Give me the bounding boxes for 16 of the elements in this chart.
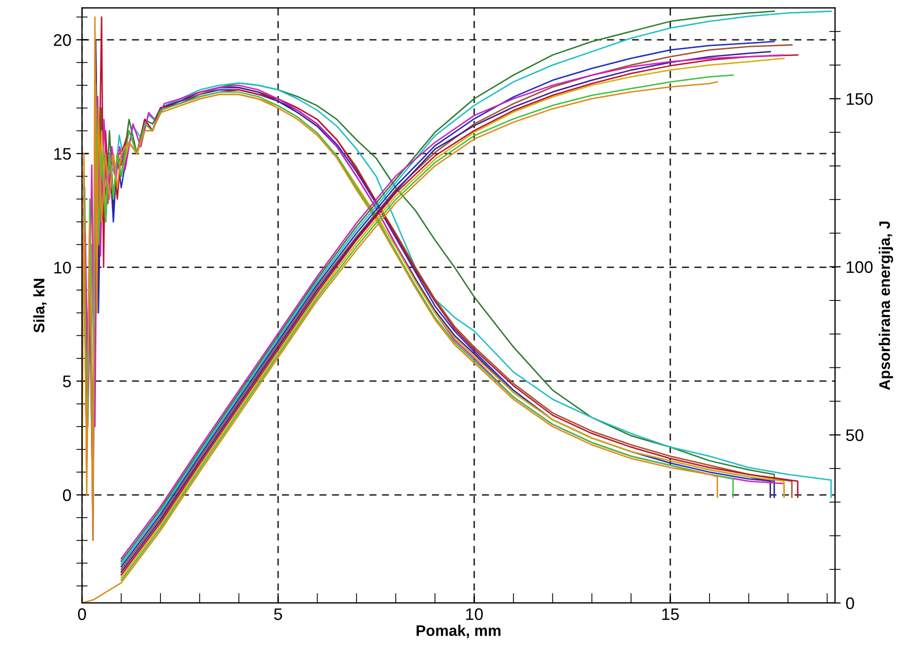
x-tick-label: 15 xyxy=(662,608,679,620)
y-axis-title: Sila, kN xyxy=(33,278,47,333)
x-tick-label: 0 xyxy=(78,608,86,620)
y2-tick-label: 100 xyxy=(846,261,873,273)
y-tick-label: 5 xyxy=(62,376,71,388)
y-tick-label: 0 xyxy=(62,489,71,502)
y2-tick-label: 150 xyxy=(846,93,873,105)
x-axis-title: Pomak, mm xyxy=(416,624,500,638)
y2-tick-label: 50 xyxy=(846,429,864,442)
x-tick-label: 10 xyxy=(466,608,483,620)
y2-axis-title: Apsorbirana energija, J xyxy=(878,222,894,390)
y-tick-label: 15 xyxy=(54,148,71,160)
y2-tick-label: 0 xyxy=(846,597,854,610)
x-tick-label: 5 xyxy=(274,608,282,620)
y-tick-label: 20 xyxy=(54,34,71,46)
y-tick-label: 10 xyxy=(54,262,71,274)
